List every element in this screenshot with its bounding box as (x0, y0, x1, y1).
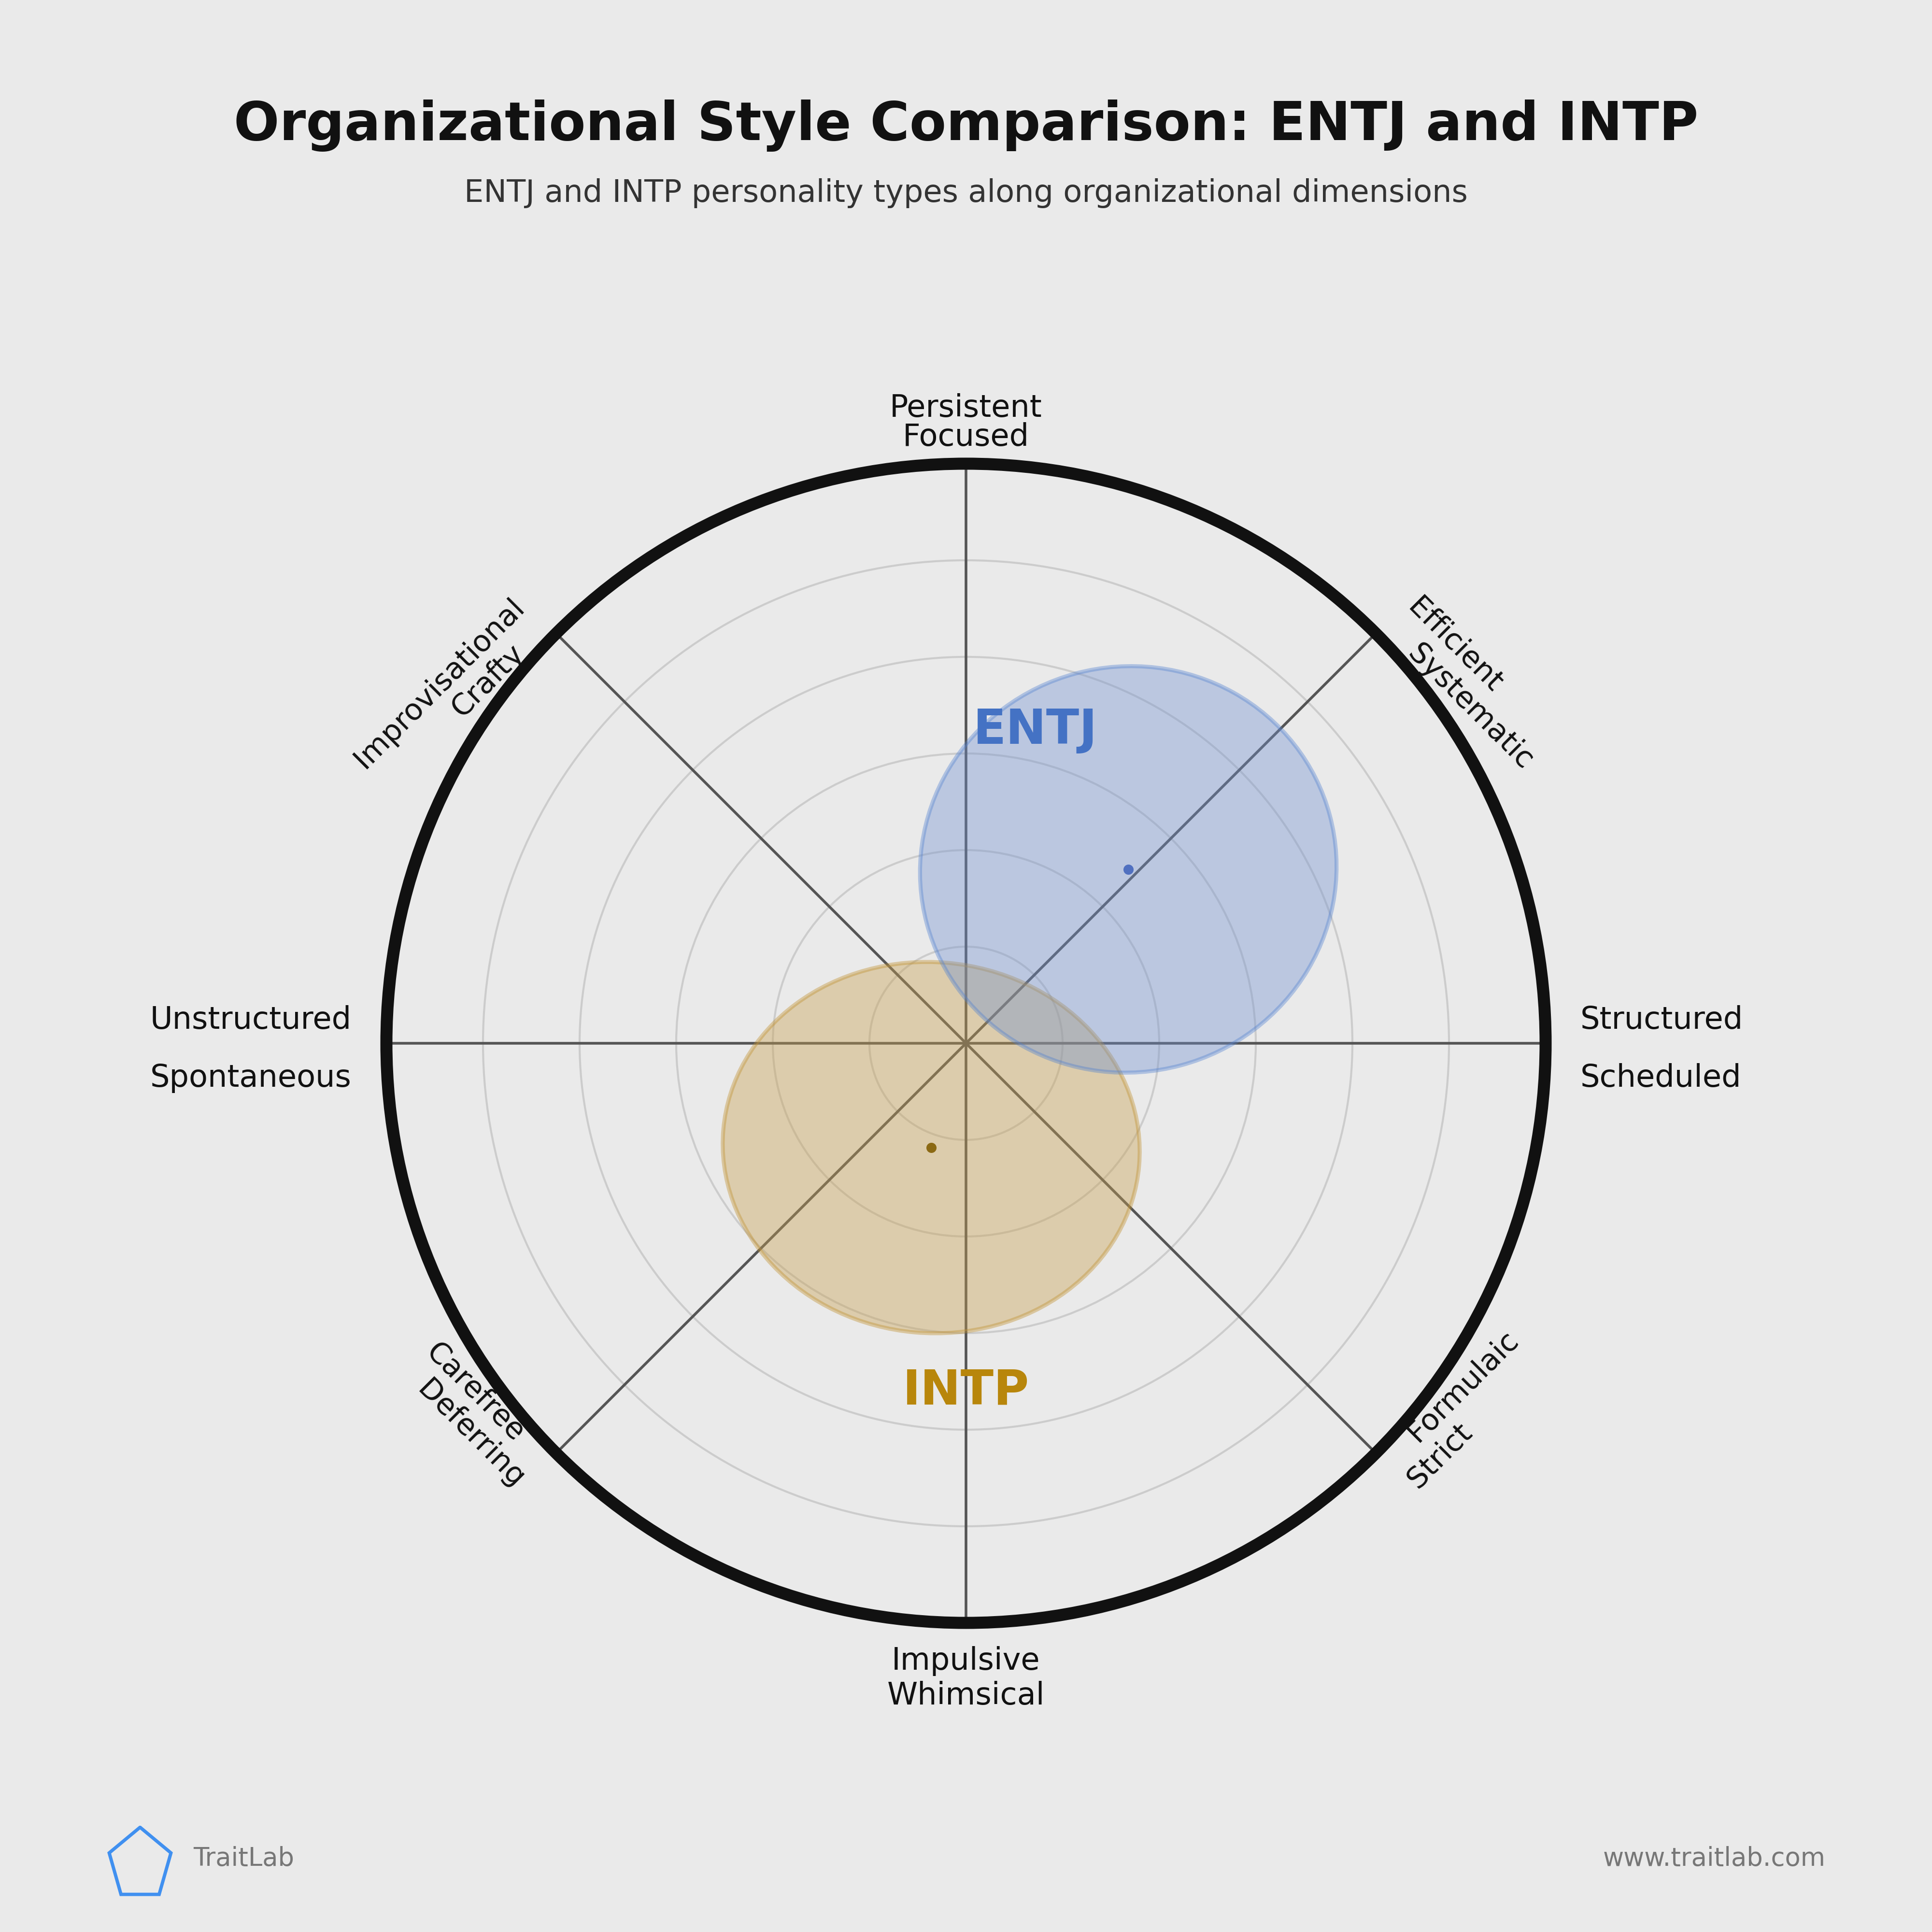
Text: Carefree: Carefree (421, 1337, 529, 1447)
Text: Improvisational: Improvisational (350, 593, 529, 775)
Text: Structured: Structured (1580, 1005, 1743, 1036)
Text: Systematic: Systematic (1403, 639, 1538, 775)
Text: Deferring: Deferring (412, 1376, 529, 1493)
Ellipse shape (920, 667, 1337, 1072)
Text: Efficient: Efficient (1403, 593, 1507, 697)
Text: ENTJ: ENTJ (974, 707, 1097, 753)
Point (1113, 854, 1144, 885)
Text: Unstructured: Unstructured (151, 1005, 352, 1036)
Text: INTP: INTP (902, 1368, 1030, 1414)
Text: Strict: Strict (1403, 1418, 1478, 1493)
Text: ENTJ and INTP personality types along organizational dimensions: ENTJ and INTP personality types along or… (464, 178, 1468, 209)
Ellipse shape (723, 962, 1140, 1333)
Text: Persistent: Persistent (891, 394, 1041, 423)
Text: Formulaic: Formulaic (1403, 1325, 1524, 1447)
Text: Scheduled: Scheduled (1580, 1063, 1741, 1094)
Text: Impulsive: Impulsive (893, 1646, 1039, 1675)
Text: Organizational Style Comparison: ENTJ and INTP: Organizational Style Comparison: ENTJ an… (234, 99, 1698, 153)
Text: Whimsical: Whimsical (887, 1681, 1045, 1712)
Text: Crafty: Crafty (446, 639, 529, 723)
Text: Spontaneous: Spontaneous (151, 1063, 352, 1094)
Point (916, 1132, 947, 1163)
Text: Focused: Focused (902, 423, 1030, 452)
Text: TraitLab: TraitLab (193, 1847, 294, 1870)
Text: www.traitlab.com: www.traitlab.com (1604, 1847, 1826, 1870)
